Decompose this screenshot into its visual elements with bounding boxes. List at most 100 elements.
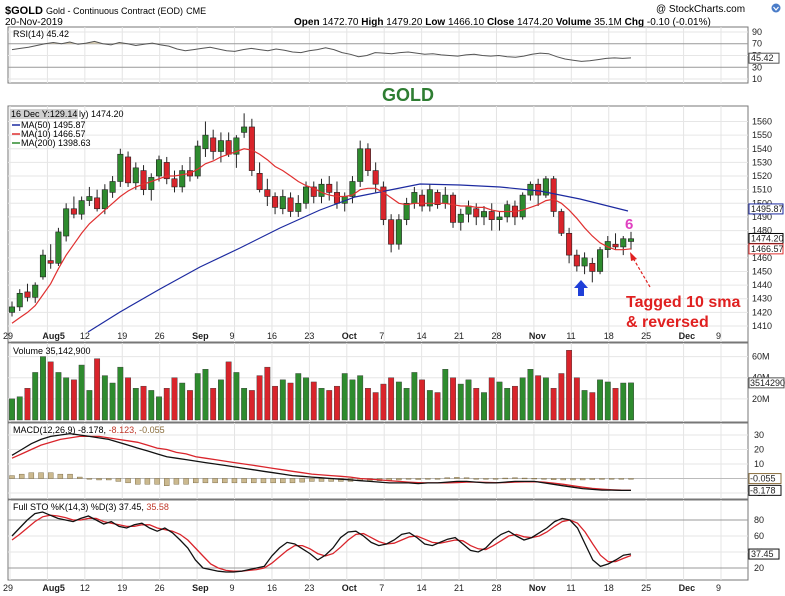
x-tick-top-18: Dec <box>679 331 696 341</box>
x-tick-top-1: Aug5 <box>42 331 65 341</box>
candle-body-5 <box>47 260 54 264</box>
volume-bar-64 <box>504 388 511 421</box>
candle-body-33 <box>264 189 271 197</box>
macd-hist-12 <box>125 478 131 484</box>
volume-bar-62 <box>488 377 495 421</box>
candle-body-18 <box>148 177 155 190</box>
price-tick-8: 1480 <box>752 226 772 236</box>
gold-title: GOLD <box>382 85 434 105</box>
x-tick-bottom-15: 11 <box>566 583 575 593</box>
candle-body-42 <box>333 192 340 204</box>
volume-bar-57 <box>450 377 456 421</box>
candle-body-3 <box>32 284 39 298</box>
macd-hist-54 <box>531 478 537 480</box>
candle-body-32 <box>256 173 263 190</box>
price-tick-7: 1490 <box>752 212 772 222</box>
price-tick-2: 1540 <box>752 144 772 154</box>
candle-body-8 <box>70 208 77 215</box>
macd-hist-24 <box>241 478 247 484</box>
candle-body-10 <box>86 196 93 201</box>
close-last-label: 1474.20 <box>751 233 784 243</box>
macd-hist-20 <box>202 478 209 484</box>
candle-body-38 <box>303 186 310 204</box>
candle-body-0 <box>8 306 16 313</box>
volume-bar-29 <box>233 372 240 421</box>
x-tick-top-12: 21 <box>454 331 464 341</box>
wave-6-annotation: 6 <box>625 216 633 233</box>
price-tick-12: 1440 <box>752 280 772 290</box>
volume-bar-71 <box>558 373 565 421</box>
price-tick-1: 1550 <box>752 130 772 140</box>
volume-legend: Volume 35,142,900 <box>13 346 91 356</box>
candle-body-1 <box>16 292 23 308</box>
candle-body-47 <box>372 170 379 185</box>
candle-body-17 <box>140 170 147 190</box>
price-tick-15: 1410 <box>752 321 772 331</box>
volume-bar-34 <box>272 385 278 421</box>
candle-body-25 <box>202 134 209 150</box>
candle-body-22 <box>179 170 186 188</box>
candle-body-74 <box>581 257 588 267</box>
volume-bar-12 <box>101 375 108 421</box>
candle-body-28 <box>225 140 232 155</box>
x-tick-bottom-10: 7 <box>379 583 384 593</box>
volume-bar-10 <box>86 390 93 421</box>
price-tick-13: 1430 <box>752 294 772 304</box>
volume-bar-26 <box>210 388 217 421</box>
candle-body-56 <box>442 194 449 204</box>
candle-body-54 <box>426 189 433 207</box>
macd-hist-22 <box>222 478 228 484</box>
macd-hist-47 <box>463 477 470 479</box>
candle-body-52 <box>411 192 418 204</box>
candle-body-79 <box>620 238 627 248</box>
x-tick-bottom-6: 9 <box>230 583 235 593</box>
macd-last-label: -8.178 <box>750 485 776 495</box>
macd-hist-17 <box>173 478 180 485</box>
x-tick-bottom-9: Oct <box>342 583 357 593</box>
volume-bar-77 <box>604 381 611 421</box>
candle-body-64 <box>504 204 511 218</box>
candle-body-71 <box>558 211 565 234</box>
settings-down-icon[interactable] <box>771 3 781 13</box>
price-tick-4: 1520 <box>752 171 772 181</box>
volume-bar-8 <box>70 379 77 421</box>
x-tick-top-7: 16 <box>267 331 277 341</box>
volume-bar-78 <box>612 388 619 421</box>
price-tick-3: 1530 <box>752 157 772 167</box>
volume-bar-70 <box>550 388 557 421</box>
volume-bar-3 <box>32 372 39 421</box>
macd-hist-8 <box>86 478 93 480</box>
volume-bar-61 <box>481 392 487 421</box>
volume-bar-38 <box>303 377 309 421</box>
annotation-line1: Tagged 10 sma <box>626 294 741 311</box>
volume-bar-56 <box>442 369 449 421</box>
volume-bar-37 <box>295 373 302 421</box>
macd-tick-2: 10 <box>754 459 764 469</box>
macd-hist-53 <box>521 477 528 480</box>
price-panel-frame <box>7 105 749 343</box>
x-tick-bottom-11: 14 <box>417 583 427 593</box>
candle-body-37 <box>295 203 302 212</box>
volume-bar-13 <box>109 382 116 421</box>
volume-bar-44 <box>349 379 356 421</box>
volume-bar-63 <box>496 381 503 421</box>
price-tick-14: 1420 <box>752 307 772 317</box>
price-tick-5: 1510 <box>752 185 772 195</box>
x-tick-top-15: 11 <box>566 331 575 341</box>
macd-hist-43 <box>425 478 431 480</box>
candle-body-40 <box>318 183 325 197</box>
candle-body-46 <box>364 148 371 171</box>
sto-tick-1: 60 <box>754 531 764 541</box>
macd-hist-57 <box>560 478 566 481</box>
watermark: @ StockCharts.com <box>656 4 745 15</box>
macd-hist-27 <box>270 478 276 484</box>
candle-body-36 <box>287 197 294 212</box>
candle-body-7 <box>63 208 70 237</box>
volume-bar-49 <box>388 377 395 421</box>
volume-bar-67 <box>527 369 534 421</box>
annotation-line2: & reversed <box>626 314 709 331</box>
candle-body-24 <box>194 145 201 177</box>
macd-line <box>11 432 631 492</box>
x-tick-bottom-12: 21 <box>454 583 464 593</box>
volume-bar-14 <box>117 366 124 421</box>
